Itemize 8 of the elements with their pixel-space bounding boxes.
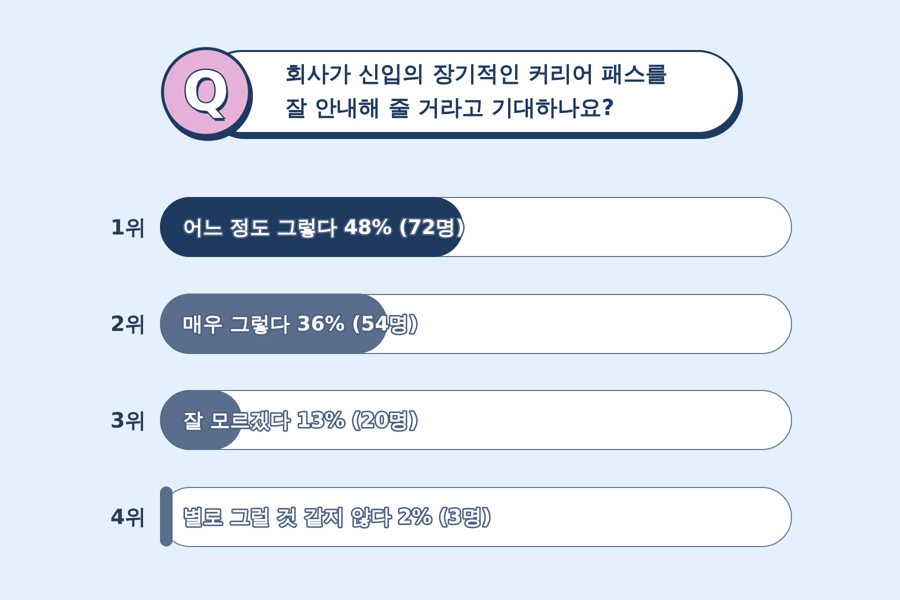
data-label: 어느 정도 그렇다 48% (72명) (183, 215, 465, 239)
data-label: 별로 그럴 것 같지 않다 2% (3명) (183, 504, 491, 528)
y-tick-label: 1위 (110, 216, 146, 240)
y-tick-label: 4위 (110, 505, 146, 530)
y-tick-label: 2위 (110, 312, 146, 336)
chart-title: 회사가 신입의 장기적인 커리어 패스를 잘 안내해 줄 거라고 기대하나요? (285, 61, 669, 123)
bar (160, 486, 173, 546)
y-tick-label: 3위 (110, 408, 146, 433)
